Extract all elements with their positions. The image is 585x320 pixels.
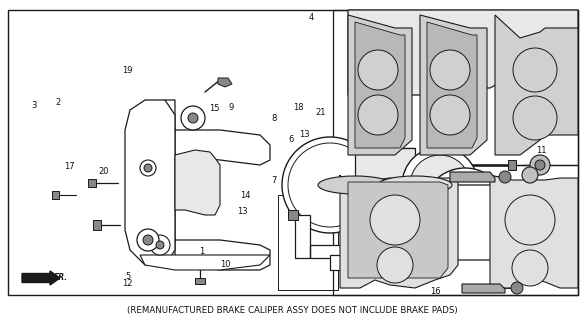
Text: 16: 16 — [431, 287, 441, 296]
Polygon shape — [450, 172, 495, 182]
Circle shape — [377, 247, 413, 283]
Polygon shape — [368, 95, 376, 102]
Circle shape — [407, 232, 423, 248]
Text: 12: 12 — [122, 279, 133, 288]
Bar — [333, 165, 578, 295]
Circle shape — [140, 160, 156, 176]
Polygon shape — [340, 175, 458, 288]
Circle shape — [370, 195, 420, 245]
Polygon shape — [508, 160, 516, 170]
Polygon shape — [495, 15, 578, 155]
Polygon shape — [165, 210, 270, 270]
Circle shape — [430, 95, 470, 135]
Bar — [8, 10, 578, 295]
Polygon shape — [420, 15, 487, 155]
Text: 19: 19 — [122, 66, 133, 75]
Polygon shape — [88, 179, 96, 187]
Text: 3: 3 — [31, 101, 37, 110]
Circle shape — [137, 229, 159, 251]
Polygon shape — [288, 210, 298, 220]
Polygon shape — [52, 191, 59, 199]
Text: 20: 20 — [99, 167, 109, 176]
Circle shape — [513, 96, 557, 140]
Polygon shape — [140, 255, 270, 270]
Circle shape — [423, 168, 507, 252]
Circle shape — [530, 155, 550, 175]
Text: 9: 9 — [229, 103, 233, 112]
Polygon shape — [165, 100, 270, 165]
Text: 2: 2 — [56, 98, 61, 107]
Text: FR.: FR. — [54, 274, 68, 283]
Text: 16: 16 — [425, 127, 435, 136]
Circle shape — [512, 250, 548, 286]
Polygon shape — [330, 255, 362, 270]
Circle shape — [522, 167, 538, 183]
Text: 7: 7 — [271, 176, 277, 185]
Circle shape — [430, 50, 470, 90]
Polygon shape — [175, 150, 220, 215]
Bar — [333, 10, 578, 165]
Polygon shape — [195, 278, 205, 284]
Circle shape — [358, 95, 398, 135]
Polygon shape — [218, 78, 232, 87]
Text: 8: 8 — [271, 114, 277, 123]
Polygon shape — [93, 220, 101, 230]
Text: 13: 13 — [299, 130, 309, 139]
Circle shape — [410, 155, 470, 215]
Polygon shape — [385, 185, 530, 260]
Circle shape — [144, 164, 152, 172]
Circle shape — [150, 235, 170, 255]
Text: 5: 5 — [125, 272, 130, 281]
Polygon shape — [462, 284, 505, 293]
Circle shape — [156, 241, 164, 249]
Polygon shape — [125, 100, 175, 265]
Polygon shape — [348, 182, 448, 278]
Polygon shape — [490, 175, 578, 288]
Polygon shape — [295, 215, 345, 258]
FancyArrow shape — [22, 271, 60, 285]
Ellipse shape — [318, 176, 392, 194]
Bar — [278, 195, 338, 290]
Circle shape — [358, 50, 398, 90]
Polygon shape — [355, 22, 405, 148]
Circle shape — [511, 282, 523, 294]
Text: 4: 4 — [309, 13, 314, 22]
Circle shape — [499, 171, 511, 183]
Circle shape — [188, 113, 198, 123]
Circle shape — [282, 137, 378, 233]
Text: 14: 14 — [240, 191, 251, 200]
Text: 11: 11 — [536, 146, 546, 155]
Circle shape — [505, 195, 555, 245]
Text: 13: 13 — [238, 207, 248, 216]
Polygon shape — [348, 10, 578, 95]
Text: 10: 10 — [220, 260, 230, 269]
Text: 17: 17 — [64, 162, 74, 171]
Circle shape — [181, 106, 205, 130]
Circle shape — [513, 48, 557, 92]
Text: 1: 1 — [199, 247, 204, 256]
Text: (REMANUFACTURED BRAKE CALIPER ASSY DOES NOT INCLUDE BRAKE PADS): (REMANUFACTURED BRAKE CALIPER ASSY DOES … — [127, 306, 457, 315]
Polygon shape — [427, 22, 477, 148]
Ellipse shape — [378, 176, 452, 194]
Text: 6: 6 — [288, 135, 294, 144]
Polygon shape — [355, 148, 415, 222]
Text: 18: 18 — [293, 103, 304, 112]
Circle shape — [288, 143, 372, 227]
Polygon shape — [348, 15, 412, 155]
Circle shape — [535, 160, 545, 170]
Text: 15: 15 — [209, 104, 219, 113]
Circle shape — [402, 147, 478, 223]
Text: 21: 21 — [315, 108, 326, 117]
Circle shape — [143, 235, 153, 245]
